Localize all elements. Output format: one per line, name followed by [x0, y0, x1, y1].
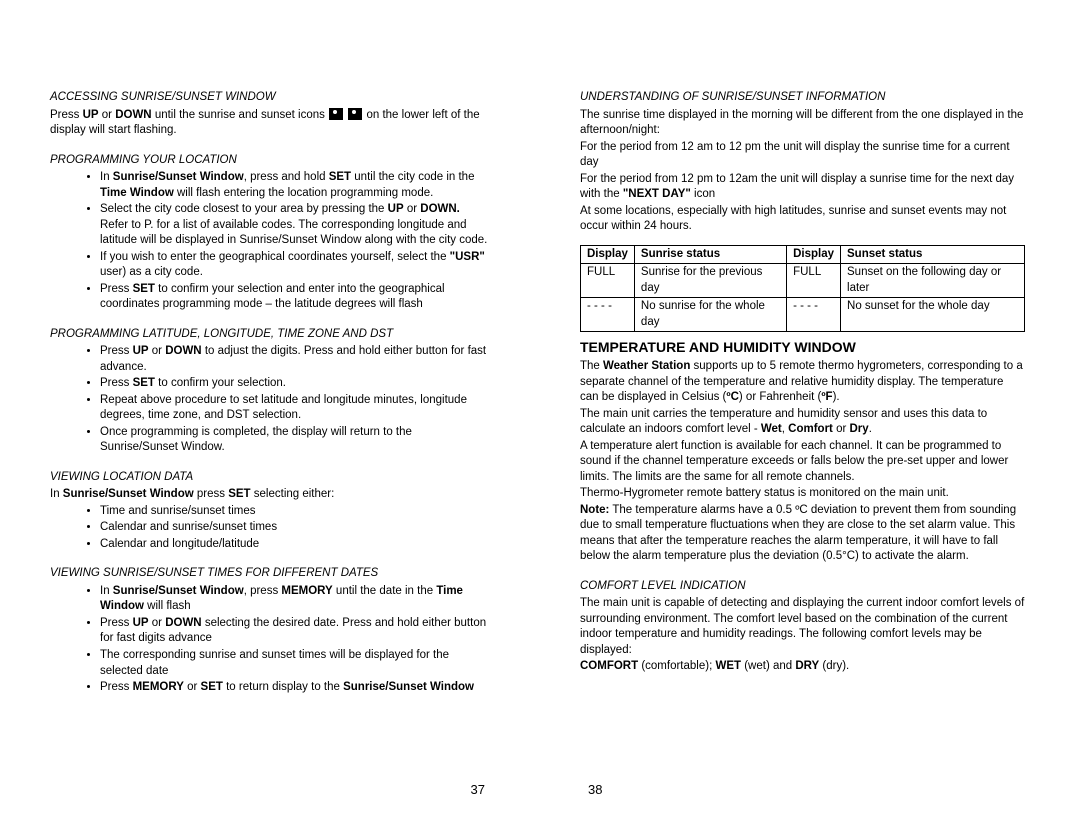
table-header: Display [787, 245, 841, 264]
page-number: 37 [471, 781, 485, 799]
table-row: FULL Sunrise for the previous day FULL S… [581, 264, 1025, 298]
list-item: In Sunrise/Sunset Window, press and hold… [100, 170, 490, 201]
table-row: - - - - No sunrise for the whole day - -… [581, 298, 1025, 332]
sunrise-sunset-table: Display Sunrise status Display Sunset st… [580, 245, 1025, 333]
bullet-list: In Sunrise/Sunset Window, press and hold… [80, 170, 490, 313]
body-text: The main unit is capable of detecting an… [580, 596, 1025, 658]
list-item: Press UP or DOWN selecting the desired d… [100, 616, 490, 647]
heading: VIEWING LOCATION DATA [50, 470, 490, 486]
list-item: Select the city code closest to your are… [100, 202, 490, 249]
table-header: Display [581, 245, 635, 264]
page-38: UNDERSTANDING OF SUNRISE/SUNSET INFORMAT… [540, 0, 1080, 834]
table-cell: No sunrise for the whole day [634, 298, 786, 332]
list-item: In Sunrise/Sunset Window, press MEMORY u… [100, 584, 490, 615]
section-temperature-humidity: TEMPERATURE AND HUMIDITY WINDOW The Weat… [580, 338, 1025, 565]
page-number: 38 [588, 781, 602, 799]
heading: PROGRAMMING LATITUDE, LONGITUDE, TIME ZO… [50, 327, 490, 343]
list-item: Once programming is completed, the displ… [100, 425, 490, 456]
body-text: Press UP or DOWN until the sunrise and s… [50, 108, 490, 139]
section-viewing-dates: VIEWING SUNRISE/SUNSET TIMES FOR DIFFERE… [50, 566, 490, 695]
list-item: Time and sunrise/sunset times [100, 504, 490, 520]
list-item: Calendar and sunrise/sunset times [100, 520, 490, 536]
list-item: Press SET to confirm your selection and … [100, 282, 490, 313]
heading: COMFORT LEVEL INDICATION [580, 579, 1025, 595]
page-37: ACCESSING SUNRISE/SUNSET WINDOW Press UP… [0, 0, 540, 834]
body-text: The sunrise time displayed in the mornin… [580, 108, 1025, 139]
table-cell: - - - - [787, 298, 841, 332]
bullet-list: Press UP or DOWN to adjust the digits. P… [80, 344, 490, 456]
body-text: For the period from 12 am to 12 pm the u… [580, 140, 1025, 171]
heading: VIEWING SUNRISE/SUNSET TIMES FOR DIFFERE… [50, 566, 490, 582]
manual-spread: ACCESSING SUNRISE/SUNSET WINDOW Press UP… [0, 0, 1080, 834]
list-item: The corresponding sunrise and sunset tim… [100, 648, 490, 679]
table-cell: Sunrise for the previous day [634, 264, 786, 298]
table-cell: Sunset on the following day or later [841, 264, 1025, 298]
table-header: Sunrise status [634, 245, 786, 264]
body-text: At some locations, especially with high … [580, 204, 1025, 235]
list-item: Calendar and longitude/latitude [100, 537, 490, 553]
body-text: Note: The temperature alarms have a 0.5 … [580, 503, 1025, 565]
list-item: If you wish to enter the geographical co… [100, 250, 490, 281]
section-programming-latlon: PROGRAMMING LATITUDE, LONGITUDE, TIME ZO… [50, 327, 490, 456]
heading: ACCESSING SUNRISE/SUNSET WINDOW [50, 90, 490, 106]
list-item: Repeat above procedure to set latitude a… [100, 393, 490, 424]
section-programming-location: PROGRAMMING YOUR LOCATION In Sunrise/Sun… [50, 153, 490, 313]
bullet-list: Time and sunrise/sunset times Calendar a… [80, 504, 490, 553]
body-text: The main unit carries the temperature an… [580, 407, 1025, 438]
list-item: Press UP or DOWN to adjust the digits. P… [100, 344, 490, 375]
heading: UNDERSTANDING OF SUNRISE/SUNSET INFORMAT… [580, 90, 1025, 106]
heading: TEMPERATURE AND HUMIDITY WINDOW [580, 338, 1025, 357]
bullet-list: In Sunrise/Sunset Window, press MEMORY u… [80, 584, 490, 696]
body-text: In Sunrise/Sunset Window press SET selec… [50, 487, 490, 503]
section-understanding: UNDERSTANDING OF SUNRISE/SUNSET INFORMAT… [580, 90, 1025, 235]
section-accessing: ACCESSING SUNRISE/SUNSET WINDOW Press UP… [50, 90, 490, 139]
sunrise-icon [329, 108, 343, 120]
list-item: Press SET to confirm your selection. [100, 376, 490, 392]
table-header: Sunset status [841, 245, 1025, 264]
section-comfort-level: COMFORT LEVEL INDICATION The main unit i… [580, 579, 1025, 675]
body-text: COMFORT (comfortable); WET (wet) and DRY… [580, 659, 1025, 675]
table-cell: FULL [581, 264, 635, 298]
section-viewing-location: VIEWING LOCATION DATA In Sunrise/Sunset … [50, 470, 490, 553]
sunset-icon [348, 108, 362, 120]
list-item: Press MEMORY or SET to return display to… [100, 680, 490, 696]
body-text: For the period from 12 pm to 12am the un… [580, 172, 1025, 203]
body-text: The Weather Station supports up to 5 rem… [580, 359, 1025, 406]
heading: PROGRAMMING YOUR LOCATION [50, 153, 490, 169]
body-text: A temperature alert function is availabl… [580, 439, 1025, 486]
table-cell: FULL [787, 264, 841, 298]
table-cell: No sunset for the whole day [841, 298, 1025, 332]
table-cell: - - - - [581, 298, 635, 332]
table-header-row: Display Sunrise status Display Sunset st… [581, 245, 1025, 264]
body-text: Thermo-Hygrometer remote battery status … [580, 486, 1025, 502]
